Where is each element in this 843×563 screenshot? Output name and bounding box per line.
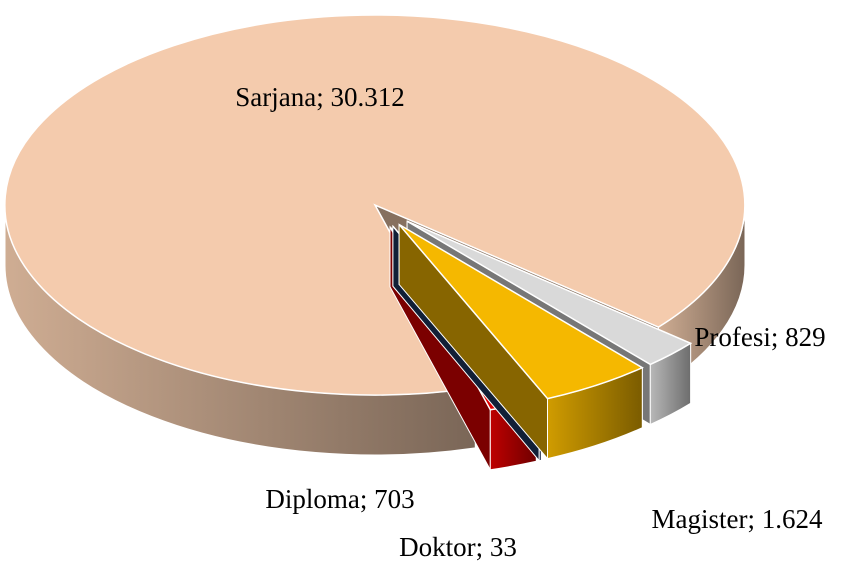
- data-label: Profesi; 829: [694, 322, 825, 352]
- slice: [398, 223, 644, 460]
- data-label: Diploma; 703: [265, 484, 414, 514]
- slice-top: [406, 220, 693, 366]
- slice-top: [398, 223, 644, 400]
- data-label: Magister; 1.624: [652, 504, 823, 534]
- slice-top: [4, 14, 746, 396]
- data-label: Sarjana; 30.312: [235, 82, 404, 112]
- data-label: Doktor; 33: [399, 532, 517, 562]
